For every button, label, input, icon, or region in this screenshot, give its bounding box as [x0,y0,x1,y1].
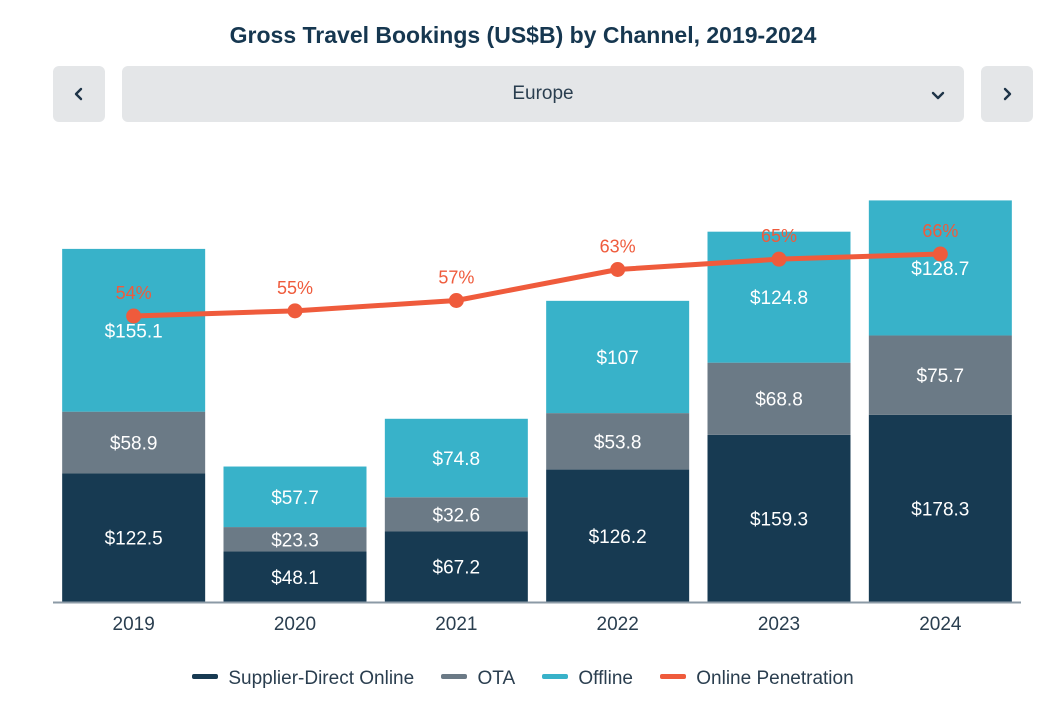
bar-ota-2021 [384,497,528,532]
data-label-supplier-2020: $48.1 [271,568,319,589]
bar-ota-2020 [223,527,367,552]
x-tick-2020: 2020 [274,614,316,635]
legend-label-penetration: Online Penetration [696,668,854,689]
bar-supplier-2022 [546,469,690,602]
bar-supplier-2021 [384,531,528,602]
data-label-ota-2020: $23.3 [271,530,319,551]
chevron-down-icon [931,91,945,100]
penetration-point-2022 [610,262,626,277]
bar-offline-2020 [223,466,367,528]
chart-title: Gross Travel Bookings (US$B) by Channel,… [229,22,817,48]
legend-item-offline: Offline [542,668,633,690]
data-label-ota-2021: $32.6 [433,505,481,526]
penetration-label-2022: 63% [600,237,636,257]
bar-ota-2024 [868,335,1012,415]
bar-offline-2019 [62,248,206,412]
online-penetration-line [131,251,943,319]
previous-region-button[interactable] [53,66,105,122]
penetration-point-2024 [932,246,948,262]
bar-ota-2022 [546,413,690,470]
region-dropdown[interactable]: Europe [122,66,964,122]
penetration-label-2024: 66% [922,221,958,241]
data-label-offline-2022: $107 [597,348,639,369]
penetration-point-2019 [126,308,142,324]
bar-offline-2024 [868,200,1012,336]
x-tick-2021: 2021 [435,614,477,635]
legend-label-supplier: Supplier-Direct Online [228,668,415,689]
bar-offline-2022 [546,300,690,414]
legend-label-offline: Offline [578,668,633,689]
penetration-label-2021: 57% [438,268,474,288]
data-label-offline-2021: $74.8 [433,449,481,470]
chart-legend: Supplier-Direct Online OTA Offline Onlin… [0,668,1046,690]
x-tick-2023: 2023 [758,614,800,635]
data-label-ota-2024: $75.7 [917,366,965,387]
bar-supplier-2020 [223,551,367,602]
penetration-label-2019: 54% [116,283,152,303]
data-label-offline-2020: $57.7 [271,488,319,509]
bar-supplier-2019 [62,473,206,602]
bar-offline-2021 [384,418,528,498]
legend-item-penetration: Online Penetration [660,668,854,690]
region-dropdown-value: Europe [512,83,574,104]
next-region-button[interactable] [981,66,1033,122]
legend-swatch-supplier [192,674,219,680]
legend-swatch-ota [441,674,468,680]
data-label-offline-2019: $155.1 [105,321,163,342]
penetration-label-2023: 65% [761,226,797,246]
legend-item-supplier: Supplier-Direct Online [192,668,414,690]
data-label-ota-2023: $68.8 [755,390,803,411]
penetration-point-2021 [448,293,464,308]
data-label-supplier-2022: $126.2 [589,527,647,548]
legend-label-ota: OTA [477,668,516,689]
bar-ota-2019 [62,411,206,474]
bar-supplier-2023 [707,434,851,602]
legend-swatch-penetration [660,674,687,680]
data-label-supplier-2019: $122.5 [105,529,163,550]
data-label-ota-2019: $58.9 [110,434,158,455]
data-label-offline-2024: $128.7 [911,259,969,280]
penetration-label-2020: 55% [277,278,313,298]
bar-ota-2023 [707,362,851,435]
x-tick-2022: 2022 [597,614,639,635]
data-label-offline-2023: $124.8 [750,288,808,309]
data-label-ota-2022: $53.8 [594,432,642,453]
legend-item-ota: OTA [441,668,515,690]
penetration-point-2023 [771,251,787,267]
data-label-supplier-2021: $67.2 [433,558,481,579]
chevron-left-icon [74,87,83,101]
data-label-supplier-2023: $159.3 [750,509,808,530]
chevron-right-icon [1003,87,1012,101]
bar-supplier-2024 [868,414,1012,602]
x-tick-2019: 2019 [113,614,155,635]
x-tick-2024: 2024 [919,614,962,635]
stacked-bar-chart: $122.5 $58.9 $155.1 2019 $48.1 $23.3 $57.7 2020… [53,200,1021,635]
data-label-supplier-2024: $178.3 [911,499,969,520]
legend-swatch-offline [542,674,569,680]
penetration-point-2020 [287,303,303,319]
